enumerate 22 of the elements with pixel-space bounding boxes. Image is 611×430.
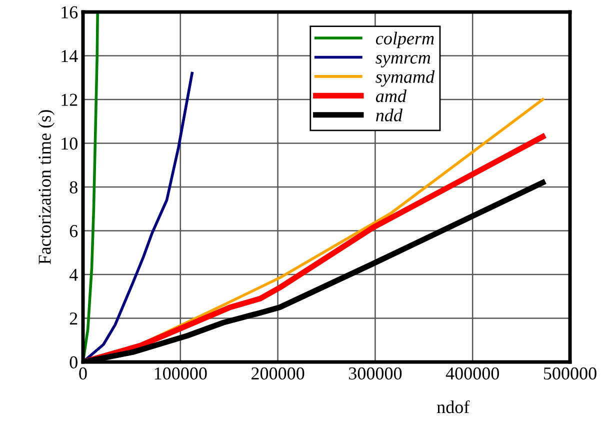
x-tick-label: 500000 <box>544 367 596 380</box>
y-tick-label: 16 <box>62 6 78 18</box>
legend-label: colperm <box>376 32 434 48</box>
y-tick-label: 4 <box>69 268 78 281</box>
y-tick-label: 14 <box>62 50 78 62</box>
x-tick-label: 200000 <box>252 367 304 380</box>
y-tick-label: 8 <box>70 181 78 194</box>
legend-label: amd <box>376 89 407 102</box>
y-tick-label: 10 <box>62 138 78 150</box>
y-tick-label: 0 <box>70 356 78 368</box>
y-axis-title: Factorization time (s) <box>38 110 55 264</box>
x-axis-title: ndof <box>436 400 470 414</box>
y-tick-label: 12 <box>62 94 78 106</box>
x-tick-label: 100000 <box>154 367 207 380</box>
x-tick-label: 0 <box>79 367 87 380</box>
y-tick-label: 6 <box>70 225 78 238</box>
x-tick-label: 400000 <box>446 367 499 380</box>
legend-label: ndd <box>376 108 403 122</box>
x-tick-label: 300000 <box>348 367 402 380</box>
legend-label: symrcm <box>376 55 430 68</box>
y-tick-label: 2 <box>70 312 78 325</box>
legend-label: symamd <box>376 70 435 87</box>
